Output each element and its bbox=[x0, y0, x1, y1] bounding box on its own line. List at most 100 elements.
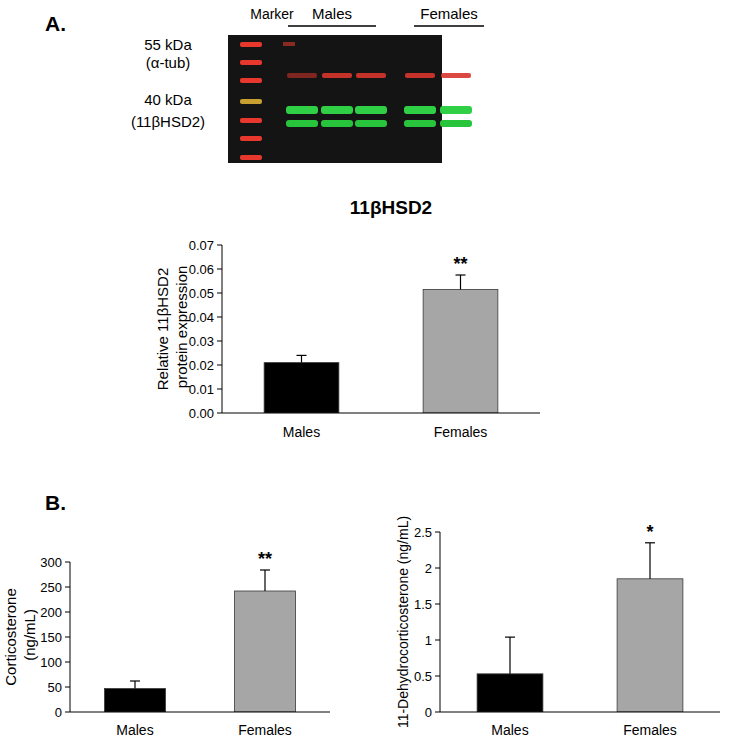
tick-mark bbox=[435, 532, 440, 533]
tick-mark bbox=[217, 341, 222, 342]
error-bar bbox=[505, 637, 515, 674]
tick-label: 2.5 bbox=[414, 525, 432, 540]
error-line bbox=[509, 637, 510, 674]
chart: 11βHSD20.000.010.020.030.040.050.060.07*… bbox=[154, 197, 540, 440]
hsd2-band bbox=[286, 106, 318, 114]
x-axis bbox=[70, 712, 330, 713]
error-bar bbox=[260, 570, 270, 591]
hsd2-band bbox=[404, 106, 436, 114]
error-line bbox=[460, 275, 461, 289]
tick-mark bbox=[217, 269, 222, 270]
tick-label: 50 bbox=[48, 680, 62, 695]
category-label: Females bbox=[623, 722, 677, 738]
y-axis-label: 11-Dehydrocorticosterone (ng/mL) bbox=[395, 516, 411, 728]
category-label: Females bbox=[434, 424, 488, 440]
tick-label: 200 bbox=[40, 605, 62, 620]
tick-label: 0.06 bbox=[189, 262, 214, 277]
tick-label: 300 bbox=[40, 555, 62, 570]
error-cap bbox=[260, 569, 270, 570]
alpha-tub-band bbox=[322, 73, 352, 78]
bar bbox=[617, 579, 683, 712]
figure: A.B.MarkerMalesFemales55 kDa(α-tub)40 kD… bbox=[0, 0, 742, 742]
error-line bbox=[301, 355, 302, 362]
marker-label: Marker bbox=[250, 6, 294, 22]
tick-label: 0.02 bbox=[189, 358, 214, 373]
tick-label: 0.04 bbox=[189, 310, 214, 325]
tick-mark bbox=[217, 245, 222, 246]
label-line: protein expression bbox=[173, 266, 190, 393]
tick-label: 100 bbox=[40, 655, 62, 670]
label-line: (ng/mL) bbox=[21, 609, 38, 665]
alpha-tub-band bbox=[356, 73, 386, 78]
tick-mark bbox=[435, 604, 440, 605]
panel-label: A. bbox=[45, 12, 66, 35]
tick-mark bbox=[435, 568, 440, 569]
label-line: Corticosterone bbox=[2, 588, 19, 686]
error-cap bbox=[456, 274, 466, 275]
marker-band bbox=[240, 78, 262, 83]
tick-mark bbox=[435, 712, 440, 713]
hsd2-band bbox=[355, 120, 387, 127]
tick-mark bbox=[435, 676, 440, 677]
y-axis-label: Relative 11βHSD2 protein expression bbox=[154, 266, 190, 393]
blot-background bbox=[228, 35, 442, 163]
tick-mark bbox=[65, 562, 70, 563]
band-size: 40 kDa bbox=[144, 91, 192, 108]
error-cap bbox=[297, 355, 307, 356]
tick-label: 0.5 bbox=[414, 669, 432, 684]
tick-mark bbox=[217, 365, 222, 366]
hsd2-band bbox=[404, 120, 436, 127]
tick-mark bbox=[435, 640, 440, 641]
marker-band bbox=[240, 118, 262, 123]
blot bbox=[228, 35, 472, 163]
bars bbox=[264, 275, 498, 413]
tick-mark bbox=[65, 662, 70, 663]
y-axis-label: Corticosterone (ng/mL) bbox=[2, 588, 38, 686]
group-line bbox=[288, 25, 376, 27]
y-axis bbox=[222, 245, 223, 413]
bar bbox=[104, 689, 165, 713]
hsd2-band bbox=[321, 120, 353, 127]
tick-mark bbox=[217, 293, 222, 294]
blot-smear bbox=[283, 42, 295, 46]
bar bbox=[234, 591, 295, 712]
error-cap bbox=[645, 542, 655, 543]
tick-label: 0.00 bbox=[189, 406, 214, 421]
label-line: Relative 11βHSD2 bbox=[154, 268, 171, 391]
significance: * bbox=[646, 522, 653, 542]
category-label: Males bbox=[116, 722, 153, 738]
tick-mark bbox=[65, 712, 70, 713]
bar bbox=[477, 674, 543, 712]
error-bar bbox=[297, 355, 307, 362]
bar bbox=[423, 289, 498, 413]
error-line bbox=[649, 543, 650, 579]
tick-label: 150 bbox=[40, 630, 62, 645]
hsd2-band bbox=[286, 120, 318, 127]
hsd2-band bbox=[440, 120, 472, 127]
group-line bbox=[414, 25, 484, 27]
alpha-tub-band bbox=[441, 73, 471, 78]
group-label: Females bbox=[420, 5, 478, 22]
tick-mark bbox=[65, 637, 70, 638]
category-label: Males bbox=[283, 424, 320, 440]
category-label: Females bbox=[238, 722, 292, 738]
error-bar bbox=[130, 681, 140, 689]
tick-mark bbox=[65, 587, 70, 588]
error-cap bbox=[130, 680, 140, 681]
bars bbox=[477, 543, 683, 712]
tick-mark bbox=[65, 687, 70, 688]
bar bbox=[264, 363, 339, 413]
tick-mark bbox=[217, 413, 222, 414]
tick-label: 0 bbox=[55, 705, 62, 720]
tick-label: 1 bbox=[425, 633, 432, 648]
band-size: 55 kDa bbox=[144, 36, 192, 53]
tick-label: 0.01 bbox=[189, 382, 214, 397]
hsd2-band bbox=[321, 106, 353, 114]
significance: ** bbox=[258, 549, 272, 569]
hsd2-band bbox=[355, 106, 387, 114]
marker-band bbox=[240, 60, 262, 65]
error-cap bbox=[505, 637, 515, 638]
error-bar bbox=[456, 275, 466, 289]
tick-label: 1.5 bbox=[414, 597, 432, 612]
bars bbox=[104, 570, 295, 712]
